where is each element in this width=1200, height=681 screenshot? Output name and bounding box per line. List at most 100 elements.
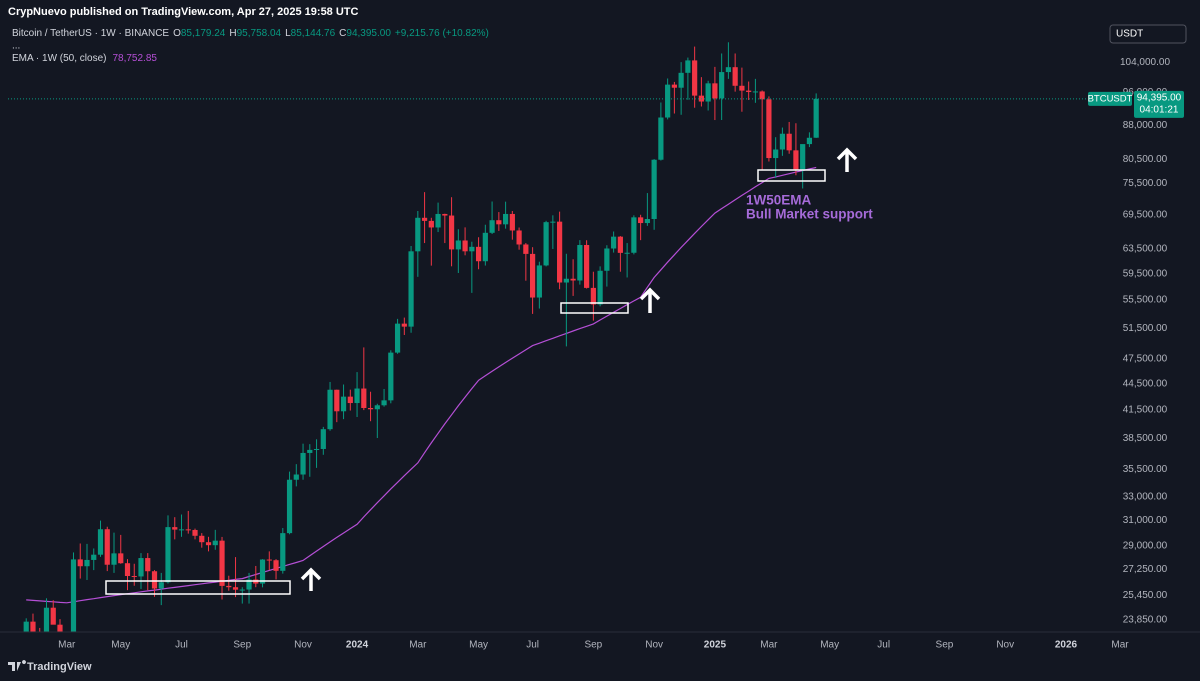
candle-body [408,251,414,327]
plot-area [8,42,1100,655]
ema-value: 78,752.85 [112,53,157,64]
candle-body [401,323,407,327]
candle-body [293,474,299,480]
y-tick-label: 25,450.00 [1123,590,1168,601]
x-tick-label: Nov [996,640,1014,651]
candle-body [523,244,529,254]
support-box [560,302,629,314]
x-tick-label: May [469,640,488,651]
candle-body [374,405,380,410]
candle-body [793,150,799,170]
candle-body [692,60,698,96]
support-box [757,169,826,182]
candle-body [172,527,178,530]
candle-body [232,587,239,590]
candle-body [496,220,502,225]
candle-body [111,553,117,565]
candle-body [732,67,738,86]
x-tick-label: 2026 [1055,640,1078,651]
currency-box[interactable] [1109,24,1187,44]
y-tick-label: 35,500.00 [1123,464,1168,475]
support-box [105,580,291,595]
candle-body [327,389,333,430]
candle-body [482,232,488,262]
candle-body [813,98,819,138]
y-tick-label: 47,500.00 [1123,354,1168,365]
candle-body [739,85,745,91]
countdown: 04:01:21 [1140,104,1179,115]
x-tick-label: Mar [1111,640,1129,651]
ohlc-value: +9,215.76 (+10.82%) [395,28,489,39]
candle-body [759,91,765,100]
candle-body [381,400,387,406]
x-tick-label: Nov [645,640,663,651]
currency[interactable]: USDT [1116,29,1143,40]
y-tick-label: 75,500.00 [1123,178,1168,189]
candle-body [611,236,617,249]
candle-body [671,84,677,88]
symbol-tag-text: BTCUSDT [1088,93,1133,104]
arrow-up [639,287,661,313]
candle-body [638,217,644,224]
logo-icon [8,660,26,671]
y-tick-label: 88,000.00 [1123,120,1168,131]
symbol-title: Bitcoin / TetherUS · 1W · BINANCE [12,28,169,39]
candle-body [313,448,320,450]
candle-body [719,72,725,99]
x-tick-label: May [820,640,839,651]
candle-body [57,624,63,632]
candle-body [219,540,225,586]
candle-body [199,535,205,543]
candle-body [428,220,434,228]
candle-body [570,278,576,281]
y-tick-label: 23,850.00 [1123,615,1168,626]
candle-body [577,245,583,281]
candle-body [516,230,522,245]
x-tick-label: Nov [294,640,312,651]
candle-body [37,635,42,655]
candle-body [658,117,664,160]
ohlc-key: O [173,28,181,39]
ohlc-value: 85,144.76 [291,28,336,39]
candle-body [145,558,151,572]
candle-body [766,99,772,159]
ohlc-value: 95,758.04 [237,28,282,39]
candle-body [151,571,158,589]
candle-body [347,396,353,404]
candle-body [77,559,83,567]
y-tick-label: 80,500.00 [1123,154,1168,165]
y-tick-label: 63,500.00 [1123,244,1168,255]
overlay [105,147,858,595]
candle-body [192,529,198,536]
candle-body [455,240,461,250]
candle-body [550,221,556,223]
candle-body [536,265,542,298]
candle-body [367,407,374,410]
y-tick-label: 41,500.00 [1123,405,1168,416]
candle-body [448,215,455,250]
candle-body [239,589,245,591]
annotation: Bull Market support [746,207,873,222]
y-tick-label: 104,000.00 [1120,57,1170,68]
x-tick-label: Mar [58,640,76,651]
candle-body [590,287,596,305]
candle-body [584,245,590,288]
candle-body [651,159,657,220]
x-tick-label: Jul [526,640,539,651]
candle-body [104,529,110,565]
candle-body [779,133,786,150]
candle-body [489,220,495,233]
legend-more: ... [12,41,20,52]
ohlc-key: H [229,28,236,39]
candle-body [165,527,171,583]
candle-body [259,559,266,584]
candle-body [394,323,401,353]
candle-body [563,278,569,283]
candle-body [462,240,468,252]
candle-body [97,529,104,555]
candle-body [124,563,131,577]
y-tick-label: 31,000.00 [1123,515,1168,526]
ohlc-key: C [339,28,346,39]
candle-body [205,542,212,546]
candle-body [280,533,286,571]
